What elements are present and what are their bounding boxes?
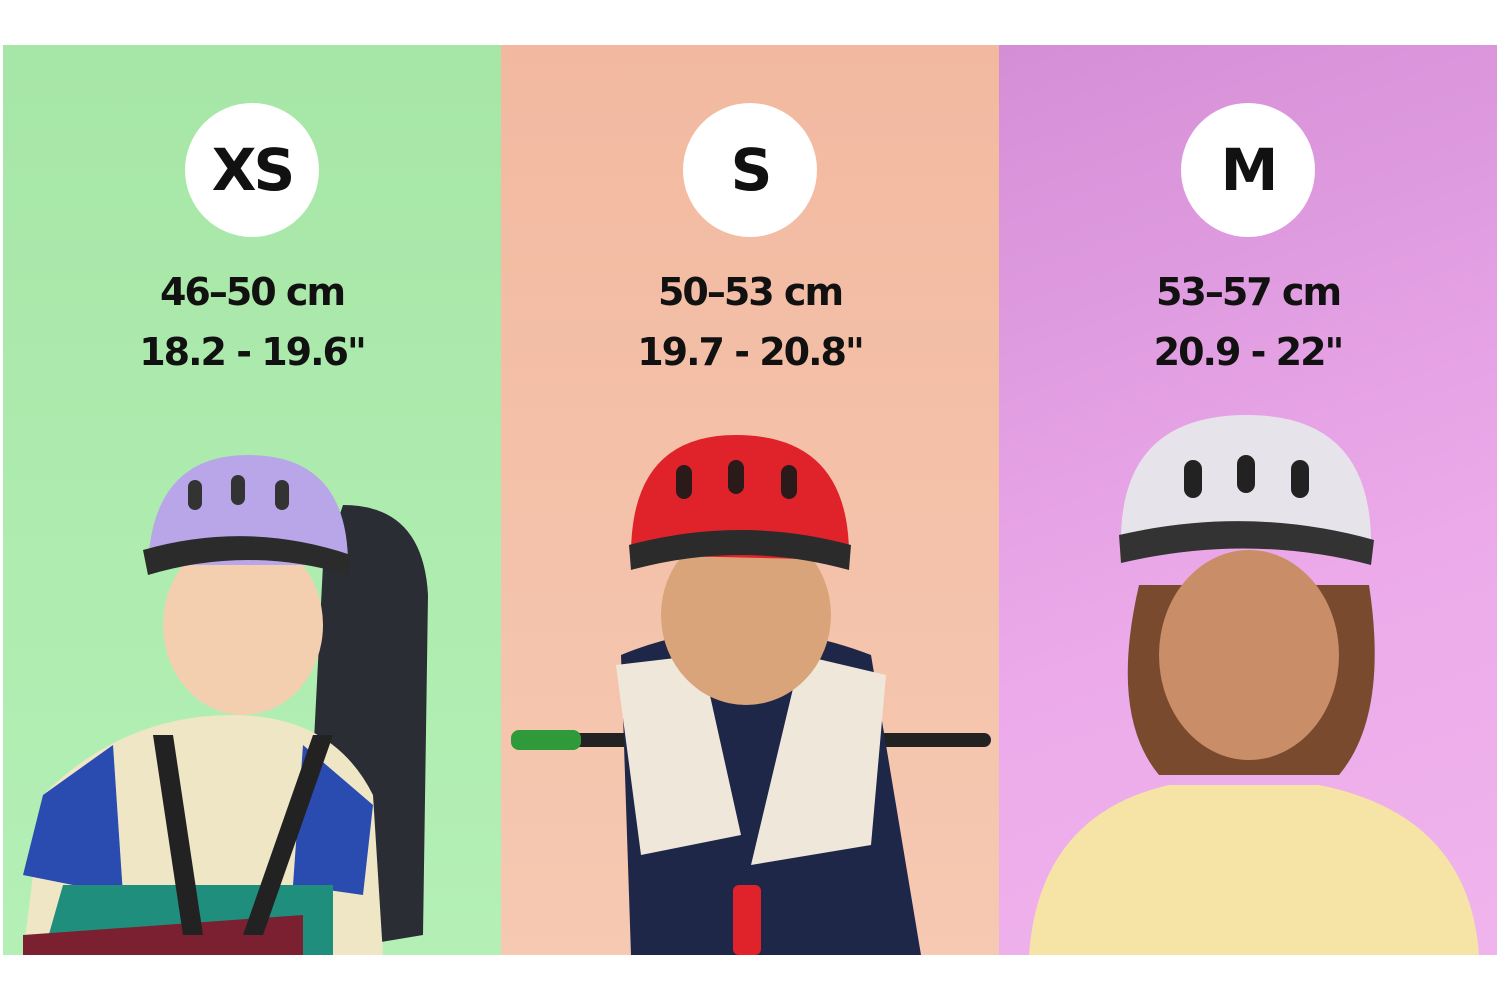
size-inches: 18.2 - 19.6" (139, 330, 367, 374)
size-cm: 53–57 cm (1155, 270, 1342, 314)
size-badge: XS (185, 103, 319, 237)
size-cm: 50–53 cm (657, 270, 844, 314)
size-inches: 19.7 - 20.8" (637, 330, 865, 374)
size-panel-s: S 50–53 cm 19.7 - 20.8" (501, 45, 999, 955)
size-panel-m: M 53–57 cm 20.9 - 22" (999, 45, 1497, 955)
size-panel-xs: XS 46–50 cm 18.2 - 19.6" (3, 45, 501, 955)
child-photo-xs (23, 455, 428, 955)
child-photo-s (511, 435, 991, 955)
size-badge: M (1181, 103, 1315, 237)
size-badge: S (683, 103, 817, 237)
size-inches: 20.9 - 22" (1153, 330, 1345, 374)
size-cm: 46–50 cm (159, 270, 346, 314)
child-photo-m (1029, 415, 1479, 955)
